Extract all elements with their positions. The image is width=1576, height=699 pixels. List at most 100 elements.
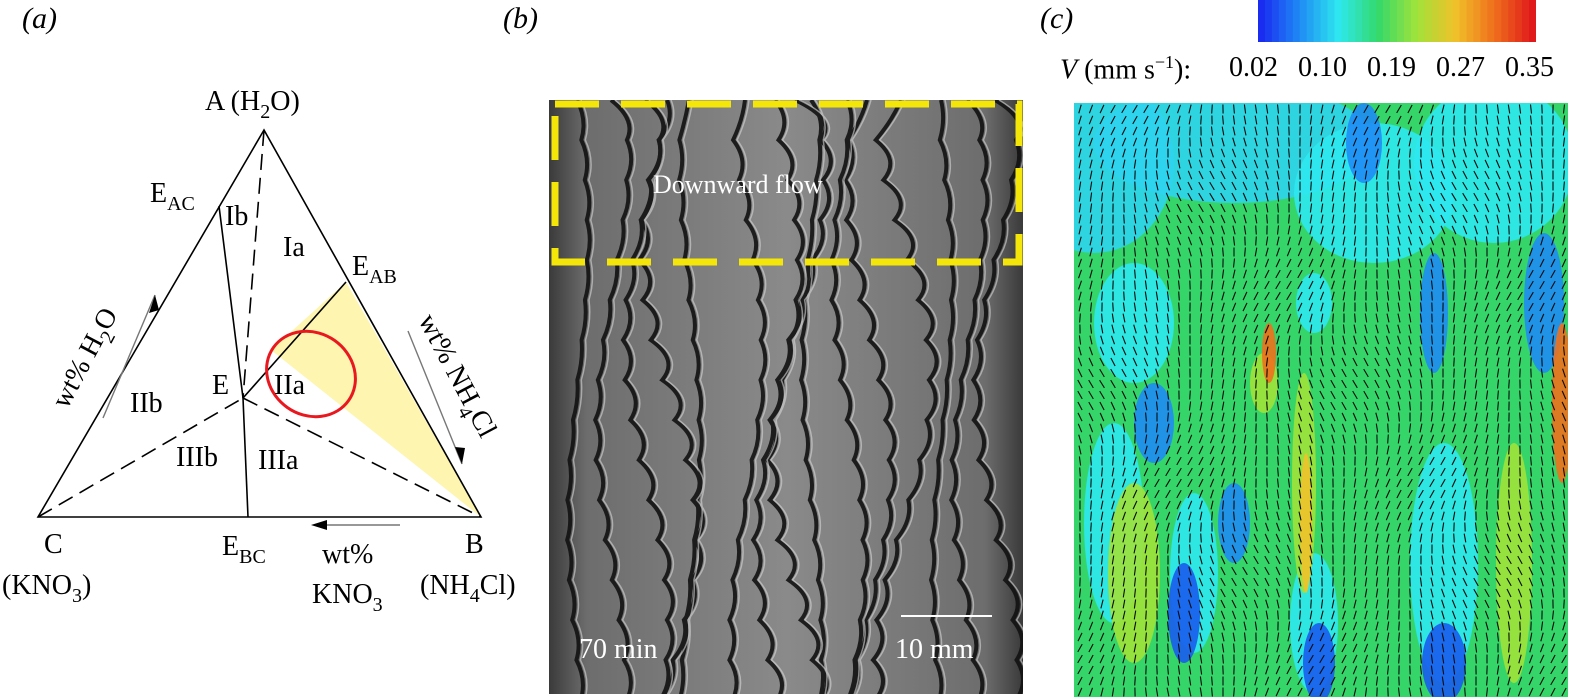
velocity-vector [1100, 610, 1104, 620]
velocity-vector [1506, 280, 1512, 290]
velocity-vector [1407, 214, 1413, 224]
velocity-vector [1485, 346, 1489, 356]
velocity-vector [1385, 137, 1391, 147]
velocity-vector [1518, 170, 1522, 180]
velocity-vector [1264, 522, 1270, 532]
velocity-vector [1165, 104, 1171, 114]
velocity-vector [1122, 599, 1126, 609]
velocity-vector [1309, 214, 1313, 224]
velocity-vector [1177, 412, 1181, 422]
velocity-vector [1165, 203, 1171, 213]
velocity-vector [1111, 181, 1115, 191]
velocity-vector [1375, 643, 1379, 653]
velocity-vector [1374, 104, 1380, 114]
velocity-vector [1528, 313, 1534, 323]
velocity-vector [1551, 214, 1555, 224]
velocity-vector [1551, 467, 1555, 477]
velocity-vector [1134, 676, 1136, 686]
velocity-vector [1485, 269, 1489, 279]
velocity-vector [1166, 280, 1170, 290]
velocity-vector [1132, 115, 1138, 125]
velocity-vector [1288, 346, 1290, 356]
velocity-vector [1430, 654, 1434, 664]
velocity-vector [1473, 566, 1479, 576]
velocity-vector [1353, 588, 1357, 598]
velocity-vector [1485, 423, 1489, 433]
velocity-vector [1364, 621, 1368, 631]
velocity-vector [1529, 170, 1533, 180]
velocity-vector [1452, 423, 1456, 433]
velocity-vector [1187, 434, 1193, 444]
velocity-vector [1187, 236, 1193, 246]
velocity-vector [1496, 137, 1500, 147]
velocity-vector [1308, 302, 1314, 312]
velocity-vector [1408, 676, 1412, 686]
velocity-vector [1528, 280, 1534, 290]
velocity-vector [1374, 511, 1380, 521]
velocity-vector [1398, 621, 1400, 631]
velocity-vector [1330, 379, 1336, 389]
velocity-vector [1078, 445, 1082, 455]
velocity-vector [1408, 280, 1412, 290]
velocity-vector [1264, 324, 1270, 334]
velocity-vector [1198, 203, 1204, 213]
velocity-vector [1177, 115, 1181, 125]
velocity-vector [1111, 159, 1115, 169]
velocity-vector [1354, 291, 1356, 301]
velocity-vector [1298, 225, 1302, 235]
velocity-vector [1298, 467, 1302, 477]
velocity-vector [1485, 390, 1489, 400]
velocity-vector [1243, 126, 1247, 136]
velocity-vector [1474, 236, 1478, 246]
velocity-vector [1298, 500, 1302, 510]
velocity-vector [1386, 588, 1390, 598]
velocity-vector [1277, 203, 1279, 213]
velocity-vector [1440, 236, 1446, 246]
velocity-vector [1452, 390, 1456, 400]
velocity-vector [1298, 456, 1302, 466]
velocity-vector [1111, 577, 1115, 587]
velocity-vector [1551, 522, 1555, 532]
velocity-vector [1363, 643, 1369, 653]
velocity-vector [1485, 137, 1489, 147]
velocity-vector [1143, 467, 1149, 477]
velocity-vector [1308, 654, 1314, 664]
velocity-vector [1166, 170, 1170, 180]
colorbar-segment [1320, 0, 1328, 42]
velocity-vector [1232, 126, 1236, 136]
plume-highlight [848, 100, 900, 694]
velocity-vector [1111, 522, 1115, 532]
velocity-vector [1396, 115, 1402, 125]
velocity-vector [1101, 214, 1103, 224]
velocity-vector [1562, 621, 1566, 631]
velocity-vector [1474, 368, 1478, 378]
velocity-vector [1453, 291, 1455, 301]
velocity-vector [1386, 445, 1390, 455]
velocity-vector [1122, 148, 1126, 158]
velocity-vector [1242, 148, 1248, 158]
velocity-vector [1200, 368, 1202, 378]
velocity-vector [1419, 247, 1423, 257]
velocity-vector [1298, 588, 1302, 598]
velocity-vector [1155, 401, 1159, 411]
velocity-vector [1430, 258, 1434, 268]
velocity-vector [1078, 588, 1082, 598]
velocity-vector [1429, 203, 1435, 213]
velocity-vector [1551, 236, 1555, 246]
velocity-vector [1188, 115, 1192, 125]
velocity-vector [1155, 137, 1159, 147]
velocity-vector [1144, 687, 1148, 697]
velocity-vector [1352, 632, 1358, 642]
velocity-vector [1561, 423, 1567, 433]
velocity-vector [1122, 456, 1126, 466]
velocity-vector [1540, 588, 1544, 598]
velocity-vector [1495, 192, 1501, 202]
region-iia-label: IIa [274, 370, 306, 401]
velocity-vector [1145, 610, 1147, 620]
velocity-vector [1561, 302, 1567, 312]
velocity-vector [1386, 566, 1390, 576]
velocity-vector [1385, 115, 1391, 125]
velocity-vector [1242, 324, 1248, 334]
velocity-vector [1112, 269, 1114, 279]
velocity-vector [1298, 577, 1302, 587]
